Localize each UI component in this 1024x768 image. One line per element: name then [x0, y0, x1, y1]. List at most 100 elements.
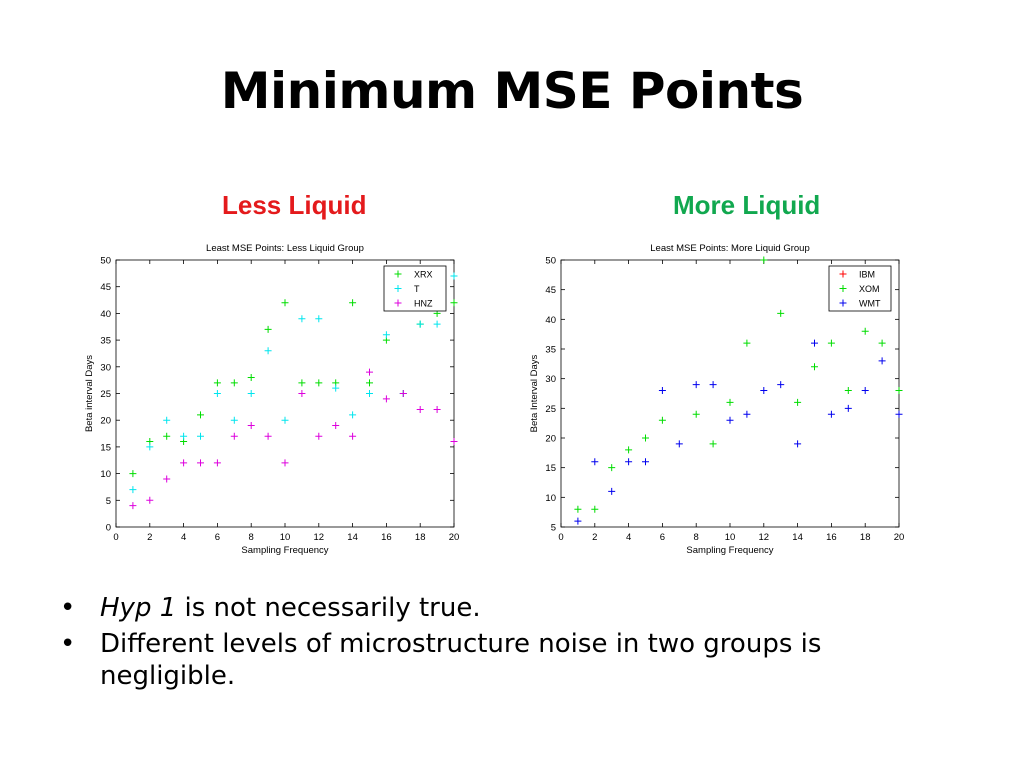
x-axis-label: Sampling Frequency: [686, 545, 773, 556]
data-point-hnz: [399, 390, 407, 397]
data-point-xrx: [247, 373, 255, 381]
data-point-hnz: [146, 496, 154, 504]
y-tick-label: 40: [545, 315, 556, 326]
data-point-xrx: [349, 299, 357, 307]
data-point-t: [146, 443, 154, 451]
data-point-xom: [844, 387, 852, 395]
x-tick-label: 2: [147, 532, 152, 543]
data-point-hnz: [281, 459, 289, 467]
legend-label-xom: XOM: [859, 284, 880, 294]
bullet-text-2: Different levels of microstructure noise…: [100, 629, 822, 691]
data-point-wmt: [675, 440, 683, 448]
y-tick-label: 50: [100, 256, 111, 267]
data-point-wmt: [625, 458, 633, 466]
x-tick-label: 10: [725, 532, 736, 543]
data-point-xom: [726, 398, 734, 406]
data-point-xom: [827, 339, 835, 347]
data-point-wmt: [777, 381, 785, 389]
data-point-wmt: [658, 387, 666, 395]
data-point-t: [213, 390, 221, 397]
y-tick-label: 10: [545, 493, 556, 504]
data-point-xrx: [129, 470, 137, 478]
x-tick-label: 0: [113, 532, 118, 543]
data-point-xom: [895, 387, 903, 395]
data-point-wmt: [574, 517, 582, 525]
data-point-wmt: [709, 381, 717, 389]
more-liquid-scatter-chart: Least MSE Points: More Liquid Group 0 2 4 6 8…: [529, 243, 904, 556]
data-point-hnz: [450, 438, 458, 446]
less-liquid-heading: Less Liquid: [222, 190, 367, 220]
data-point-wmt: [608, 487, 616, 495]
data-point-xrx: [264, 325, 272, 333]
data-point-xrx: [230, 379, 238, 387]
data-point-t: [349, 411, 357, 419]
y-tick-label: 45: [545, 285, 556, 296]
data-point-xrx: [366, 379, 373, 387]
data-point-hnz: [416, 406, 424, 414]
data-point-xom: [642, 434, 649, 442]
bullet-item-1: • Hyp 1 is not necessarily true.: [60, 592, 940, 624]
data-point-t: [230, 416, 238, 424]
legend-marker-t: [394, 285, 402, 292]
data-point-t: [416, 320, 424, 328]
data-point-xom: [591, 505, 599, 513]
x-tick-label: 6: [660, 532, 665, 543]
data-point-xrx: [197, 411, 204, 419]
data-point-xrx: [213, 379, 221, 387]
data-point-hnz: [230, 432, 238, 440]
legend-marker-xrx: [394, 270, 402, 278]
chart-title: Least MSE Points: Less Liquid Group: [206, 243, 364, 254]
y-tick-label: 30: [100, 362, 111, 373]
legend-label-wmt: WMT: [859, 299, 881, 309]
bullet-text-1: is not necessarily true.: [176, 593, 481, 623]
data-point-t: [332, 384, 340, 392]
data-point-xom: [777, 309, 785, 317]
data-point-t: [366, 390, 373, 397]
data-point-t: [180, 432, 188, 440]
y-axis-label: Beta Interval Days: [529, 354, 540, 432]
data-point-wmt: [811, 339, 818, 347]
less-liquid-scatter-chart: Least MSE Points: Less Liquid Group 0 2 4 6 8…: [84, 243, 460, 556]
data-point-wmt: [591, 458, 599, 466]
data-point-wmt: [895, 410, 903, 418]
data-point-t: [315, 315, 323, 323]
data-point-wmt: [743, 410, 751, 418]
y-tick-label: 20: [545, 434, 556, 445]
x-tick-label: 12: [314, 532, 325, 543]
data-point-xrx: [298, 379, 306, 387]
data-point-t: [433, 320, 441, 328]
data-point-t: [163, 416, 171, 424]
y-tick-label: 30: [545, 374, 556, 385]
y-tick-label: 15: [100, 442, 111, 453]
data-point-hnz: [163, 475, 171, 483]
x-tick-label: 0: [558, 532, 563, 543]
y-tick-label: 25: [545, 404, 556, 415]
hypothesis-name: Hyp 1: [100, 593, 177, 623]
x-tick-label: 8: [249, 532, 254, 543]
data-point-wmt: [726, 416, 734, 424]
x-tick-label: 8: [694, 532, 699, 543]
series-xrx: [129, 299, 458, 478]
legend-label-hnz: HNZ: [414, 299, 433, 309]
data-point-xom: [692, 410, 700, 418]
series-wmt: [574, 339, 903, 525]
y-tick-label: 45: [100, 282, 111, 293]
legend-marker-xom: [839, 285, 847, 292]
x-tick-label: 14: [792, 532, 803, 543]
y-tick-label: 40: [100, 309, 111, 320]
slide-title: Minimum MSE Points: [220, 62, 804, 120]
x-tick-label: 4: [181, 532, 186, 543]
data-point-hnz: [247, 422, 255, 430]
x-tick-label: 12: [759, 532, 770, 543]
data-point-xom: [760, 256, 768, 264]
series-hnz: [129, 368, 458, 510]
data-point-t: [247, 390, 255, 397]
y-tick-label: 35: [545, 345, 556, 356]
y-tick-label: 20: [100, 416, 111, 427]
chart-title: Least MSE Points: More Liquid Group: [650, 243, 809, 254]
y-tick-label: 35: [100, 336, 111, 347]
data-point-xrx: [315, 379, 323, 387]
data-point-wmt: [642, 458, 649, 466]
x-tick-label: 20: [449, 532, 460, 543]
x-axis-label: Sampling Frequency: [241, 545, 328, 556]
